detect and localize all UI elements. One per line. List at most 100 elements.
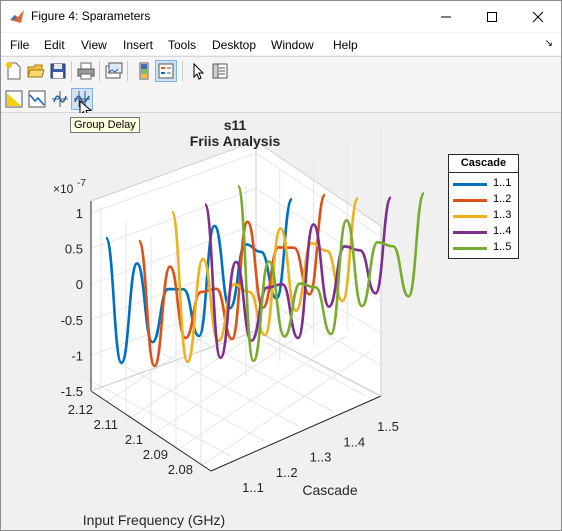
legend-entry: 1..3: [453, 208, 517, 224]
y-gridline-floor: [148, 345, 299, 427]
y-tick-label: 1..1: [242, 480, 264, 495]
legend-entry: 1..1: [453, 176, 517, 192]
menu-window[interactable]: Window: [271, 38, 314, 52]
figure-toolbar: [1, 56, 561, 87]
y-axis-label: Cascade: [302, 482, 357, 498]
z-gridline-right: [255, 259, 382, 334]
legend-swatch: [453, 183, 487, 186]
plot-area: 1 0.5 0 -0.5 -1 -1.5 2.12 2.11 2.1 2.09 2.08 1..1 1.…: [1, 113, 561, 530]
plot-phase-icon[interactable]: [27, 89, 47, 109]
legend-swatch: [453, 231, 487, 234]
x-tick-label: 2.1: [125, 432, 143, 447]
plot-vswr-icon[interactable]: [50, 89, 70, 109]
z-gridline-left: [90, 223, 257, 285]
insert-colorbar-icon[interactable]: [134, 61, 154, 81]
rf-toolbar: [1, 86, 561, 119]
toolbar-separator: [182, 61, 183, 81]
axis-box-edge: [255, 330, 382, 397]
series-line: [137, 193, 327, 368]
z-tick-label: 1: [76, 206, 83, 221]
group-delay-tooltip: Group Delay: [70, 117, 140, 133]
y-tick-label: 1..4: [343, 434, 365, 449]
legend-label: 1..4: [493, 225, 512, 237]
legend-swatch: [453, 199, 487, 202]
chart-title: s11: [224, 117, 247, 133]
maximize-icon: [487, 11, 497, 22]
x-tick-label: 2.12: [68, 402, 93, 417]
legend-label: 1..1: [493, 177, 512, 189]
z-tick-label: -1: [71, 348, 83, 363]
group-delay-icon[interactable]: [71, 88, 93, 110]
axis-box-edge: [210, 395, 382, 472]
minimize-icon: [441, 16, 451, 17]
menu-tools[interactable]: Tools: [168, 38, 197, 52]
minimize-button[interactable]: [423, 1, 469, 32]
axis-box-edge: [90, 390, 212, 472]
y-tick-label: 1..3: [310, 450, 332, 465]
floor-pane: [91, 331, 381, 471]
y-tick-label: 1..2: [276, 465, 298, 480]
window-title: Figure 4: Sparameters: [31, 9, 151, 23]
series-line: [170, 196, 360, 364]
y-tick-label: 1..5: [377, 419, 399, 434]
group-delay-chart[interactable]: 1 0.5 0 -0.5 -1 -1.5 2.122.11 2.12.092.08 1..1 1.…: [1, 113, 561, 530]
insert-legend-icon[interactable]: [155, 60, 177, 82]
maximize-button[interactable]: [469, 1, 515, 32]
x-axis-label: Input Frequency (GHz): [83, 512, 225, 528]
plot-mag-icon[interactable]: [4, 89, 24, 109]
legend-entry: 1..4: [453, 224, 517, 240]
close-button[interactable]: [515, 1, 561, 32]
x-gridline-floor: [100, 290, 272, 407]
dock-arrow-icon[interactable]: ↘: [544, 38, 553, 49]
matlab-logo-icon: [10, 10, 24, 23]
z-exponent-power: -7: [77, 178, 86, 189]
edit-plot-icon[interactable]: [188, 61, 208, 81]
legend-swatch: [453, 215, 487, 218]
legend[interactable]: Cascade 1..1 1..2 1..3 1..4 1..5: [448, 154, 519, 259]
new-figure-icon[interactable]: [4, 61, 24, 81]
menu-bar: File Edit View Insert Tools Desktop Wind…: [1, 33, 561, 55]
legend-entry: 1..2: [453, 192, 517, 208]
y-gridline-floor: [114, 360, 265, 442]
axis-box-edge: [90, 140, 257, 202]
menu-file[interactable]: File: [10, 38, 30, 52]
series-line: [236, 184, 426, 363]
x-tick-label: 2.08: [168, 462, 193, 477]
print-icon[interactable]: [76, 61, 96, 81]
menu-edit[interactable]: Edit: [44, 38, 65, 52]
close-icon: [532, 11, 544, 22]
menu-desktop[interactable]: Desktop: [212, 38, 257, 52]
legend-title: Cascade: [449, 155, 518, 173]
x-gridline-floor: [200, 350, 372, 467]
x-tick-label: 2.11: [94, 417, 118, 432]
series-line: [203, 196, 393, 360]
menu-help[interactable]: Help: [333, 38, 358, 52]
z-tick-label: -1.5: [61, 384, 83, 399]
z-gridline-left: [90, 152, 257, 214]
y-gridline-floor: [215, 315, 367, 397]
series-line: [104, 197, 294, 365]
legend-swatch: [453, 247, 487, 250]
menu-view[interactable]: View: [81, 38, 107, 52]
menu-insert[interactable]: Insert: [123, 38, 154, 52]
x-gridline-floor: [150, 320, 322, 437]
y-gridline-floor: [182, 330, 333, 412]
legend-label: 1..5: [493, 241, 512, 253]
legend-label: 1..2: [493, 193, 512, 205]
z-exponent-base: ×10: [53, 182, 74, 196]
open-file-icon[interactable]: [26, 61, 46, 81]
x-gridline-floor: [175, 335, 347, 452]
toolbar-separator: [127, 61, 128, 81]
z-tick-label: 0.5: [65, 242, 83, 257]
z-gridline-left: [90, 188, 257, 250]
link-plot-icon[interactable]: [104, 61, 124, 81]
axis-box-edge: [90, 330, 257, 392]
property-inspector-icon[interactable]: [210, 61, 230, 81]
save-icon[interactable]: [48, 61, 68, 81]
chart-subtitle: Friis Analysis: [190, 133, 281, 149]
y-gridline-floor: [80, 375, 232, 457]
z-tick-label: 0: [76, 277, 83, 292]
title-bar: Figure 4: Sparameters: [1, 1, 561, 32]
z-tick-label: -0.5: [61, 313, 83, 328]
axis-box-edge: [255, 140, 382, 227]
